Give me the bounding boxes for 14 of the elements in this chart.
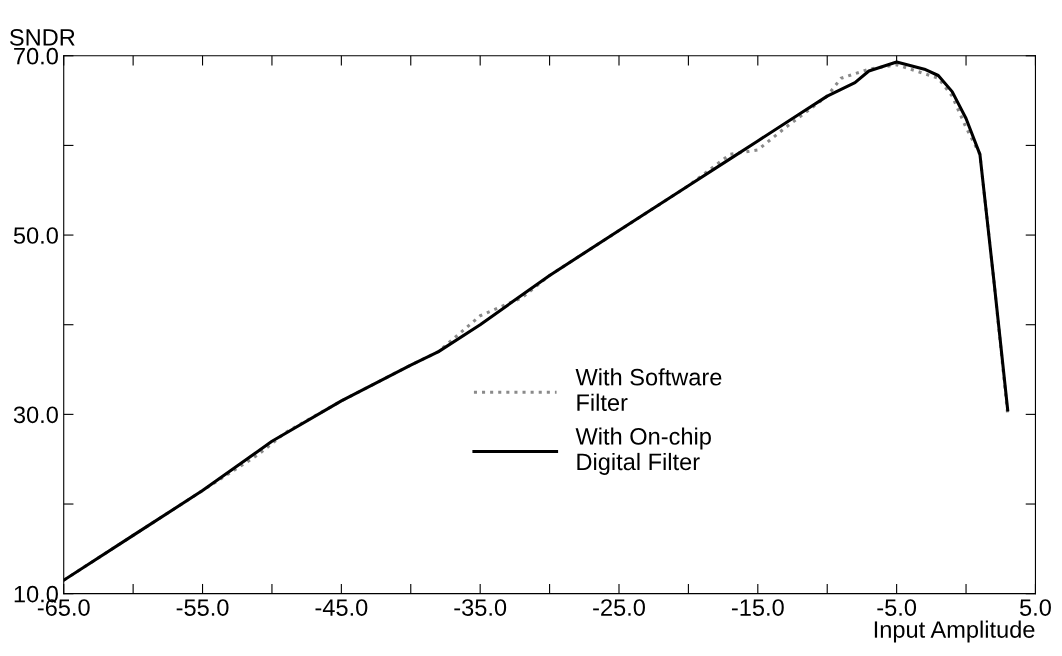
y-tick-label: 50.0	[13, 227, 58, 244]
x-tick-label: -15.0	[731, 599, 784, 616]
y-tick-label: 30.0	[13, 406, 58, 424]
legend-label: With Software Filter	[575, 368, 722, 411]
x-tick-label: -45.0	[315, 599, 368, 616]
x-tick-label: 5.0	[1019, 599, 1051, 616]
x-tick-label: -55.0	[176, 599, 229, 616]
x-tick-label: -25.0	[593, 599, 645, 616]
y-axis-title: SNDR	[9, 28, 75, 46]
x-tick-label: -5.0	[877, 599, 917, 616]
x-tick-label: -35.0	[454, 599, 507, 616]
x-axis-title: Input Amplitude	[874, 620, 1035, 643]
legend-label: With On-chip Digital Filter	[575, 427, 711, 475]
y-tick-label: 70.0	[14, 47, 58, 65]
